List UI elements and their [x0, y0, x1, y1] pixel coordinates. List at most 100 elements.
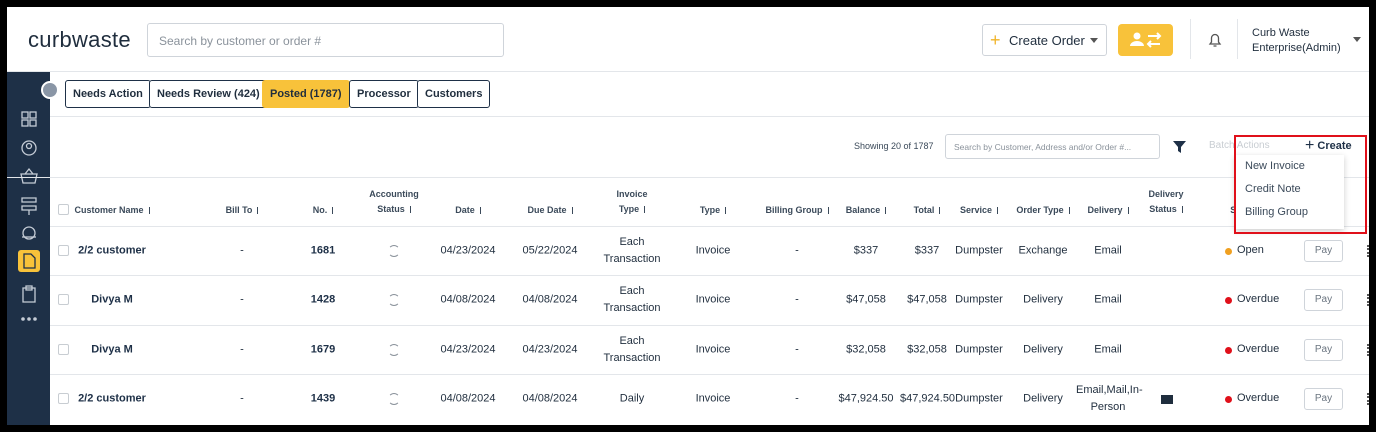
sidebar-icons — [18, 111, 40, 321]
table-cell[interactable]: Divya M — [91, 293, 133, 306]
menu-item[interactable]: Billing Group — [1245, 206, 1308, 218]
column-header[interactable]: Invoice Type — [606, 187, 658, 217]
column-header[interactable]: Service — [944, 203, 1014, 218]
table-cell: Each Transaction — [603, 334, 661, 364]
status-label: Overdue — [1237, 293, 1280, 306]
table-cell: 04/08/2024 — [440, 293, 496, 306]
more-icon[interactable] — [1367, 294, 1369, 307]
table-cell[interactable]: 2/2 customer — [78, 244, 146, 257]
user-caret[interactable] — [1353, 37, 1361, 46]
pay-button[interactable]: Pay — [1304, 338, 1343, 361]
table-cell: Email,Mail,In-Person — [1076, 383, 1143, 413]
app: curbwaste Search by customer or order # … — [7, 7, 1369, 425]
row-checkbox[interactable] — [58, 392, 69, 404]
menu-item[interactable]: Credit Note — [1245, 183, 1301, 195]
column-header[interactable]: Date — [428, 203, 508, 218]
sort-icon — [1181, 206, 1183, 213]
sidebar — [7, 72, 50, 425]
table-cell: - — [240, 392, 244, 405]
sort-icon — [827, 207, 829, 214]
table-cell: Email — [1094, 343, 1122, 356]
table-cell: - — [795, 343, 799, 356]
more-icon[interactable] — [1367, 343, 1369, 356]
top-bar: curbwaste Search by customer or order # … — [7, 7, 1369, 72]
table-cell[interactable]: 1679 — [310, 343, 336, 356]
create-order-button[interactable]: + Create Order — [982, 24, 1107, 56]
menu-item[interactable]: New Invoice — [1245, 160, 1305, 172]
active-nav[interactable] — [18, 250, 40, 272]
logo[interactable]: curbwaste — [28, 27, 131, 52]
row-checkbox[interactable] — [58, 343, 69, 355]
table-cell: $47,924.50 — [900, 392, 956, 405]
tab[interactable]: Posted (1787) — [262, 80, 350, 108]
table-search[interactable]: Search by Customer, Address and/or Order… — [945, 134, 1160, 159]
table-cell[interactable]: 2/2 customer — [78, 392, 146, 405]
tab[interactable]: Customers — [417, 80, 491, 108]
global-search[interactable]: Search by customer or order # — [147, 23, 504, 57]
table-cell: $47,924.50 — [838, 392, 894, 405]
column-header[interactable]: Bill To — [207, 203, 277, 218]
table-cell: 04/23/2024 — [440, 244, 496, 257]
select-all[interactable] — [58, 204, 69, 215]
header-label: Due Date — [527, 205, 567, 215]
column-header[interactable]: Delivery — [1066, 203, 1150, 218]
more-icon[interactable] — [1367, 245, 1369, 257]
header-label: Bill To — [225, 205, 253, 215]
create-button[interactable]: + Create — [1305, 137, 1352, 155]
divider — [50, 116, 1369, 117]
switch-button[interactable] — [1118, 24, 1173, 56]
table-cell: - — [240, 293, 244, 306]
table-cell: - — [795, 293, 799, 306]
row-checkbox[interactable] — [58, 294, 69, 306]
table-cell[interactable]: 1681 — [310, 244, 336, 257]
column-header[interactable]: Customer Name — [57, 203, 167, 218]
status-label: Overdue — [1237, 342, 1280, 355]
column-header[interactable]: Billing Group — [752, 203, 842, 218]
sort-icon — [725, 207, 727, 214]
header-label: Date — [455, 205, 475, 215]
table-cell: Dumpster — [955, 392, 1003, 405]
table-cell: - — [240, 244, 244, 257]
pay-button[interactable]: Pay — [1304, 240, 1343, 262]
sort-icon — [885, 207, 887, 214]
table-cell: 04/08/2024 — [440, 392, 496, 405]
batch-actions[interactable]: Batch Actions — [1209, 140, 1270, 151]
column-header[interactable]: Order Type — [1003, 203, 1083, 218]
user-menu[interactable]: Curb Waste Enterprise(Admin) — [1252, 26, 1341, 56]
pay-button[interactable]: Pay — [1304, 289, 1343, 312]
column-header[interactable]: Type — [678, 203, 748, 218]
tab[interactable]: Needs Action — [65, 80, 151, 108]
table-cell[interactable]: 1439 — [310, 392, 336, 405]
column-header[interactable]: Accounting Status — [368, 187, 420, 217]
more-icon[interactable] — [1367, 392, 1369, 405]
sort-icon — [644, 206, 646, 213]
table-cell[interactable]: Divya M — [91, 343, 133, 356]
sort-icon — [148, 207, 150, 214]
user-name: Curb Waste — [1252, 27, 1310, 39]
collapse-button[interactable] — [41, 81, 59, 99]
create-menu: New Invoice Credit Note Billing Group — [1235, 155, 1344, 229]
row-divider — [50, 373, 1369, 375]
column-header[interactable]: No. — [293, 203, 353, 218]
table-cell: Invoice — [695, 343, 731, 356]
table-cell: $337 — [914, 244, 940, 257]
column-header[interactable]: Delivery Status — [1140, 187, 1192, 217]
row-checkbox[interactable] — [58, 245, 69, 256]
column-header[interactable]: Due Date — [510, 203, 590, 218]
table-cell[interactable]: 1428 — [310, 293, 336, 306]
sync-icon — [388, 294, 400, 307]
pay-button[interactable]: Pay — [1304, 387, 1343, 410]
create-order-label: Create Order — [1009, 33, 1085, 48]
table-cell: $337 — [853, 244, 879, 257]
divider — [1237, 19, 1238, 59]
sort-icon — [1068, 207, 1070, 214]
status-dot — [1225, 297, 1232, 305]
column-header[interactable]: Total — [890, 203, 964, 218]
tab[interactable]: Processor — [349, 80, 419, 108]
tab[interactable]: Needs Review (424) — [149, 80, 268, 108]
header-label: Type — [699, 205, 721, 215]
filter-icon[interactable] — [1173, 140, 1186, 154]
column-header[interactable]: Balance — [826, 203, 906, 218]
bell-icon[interactable] — [1208, 32, 1222, 48]
